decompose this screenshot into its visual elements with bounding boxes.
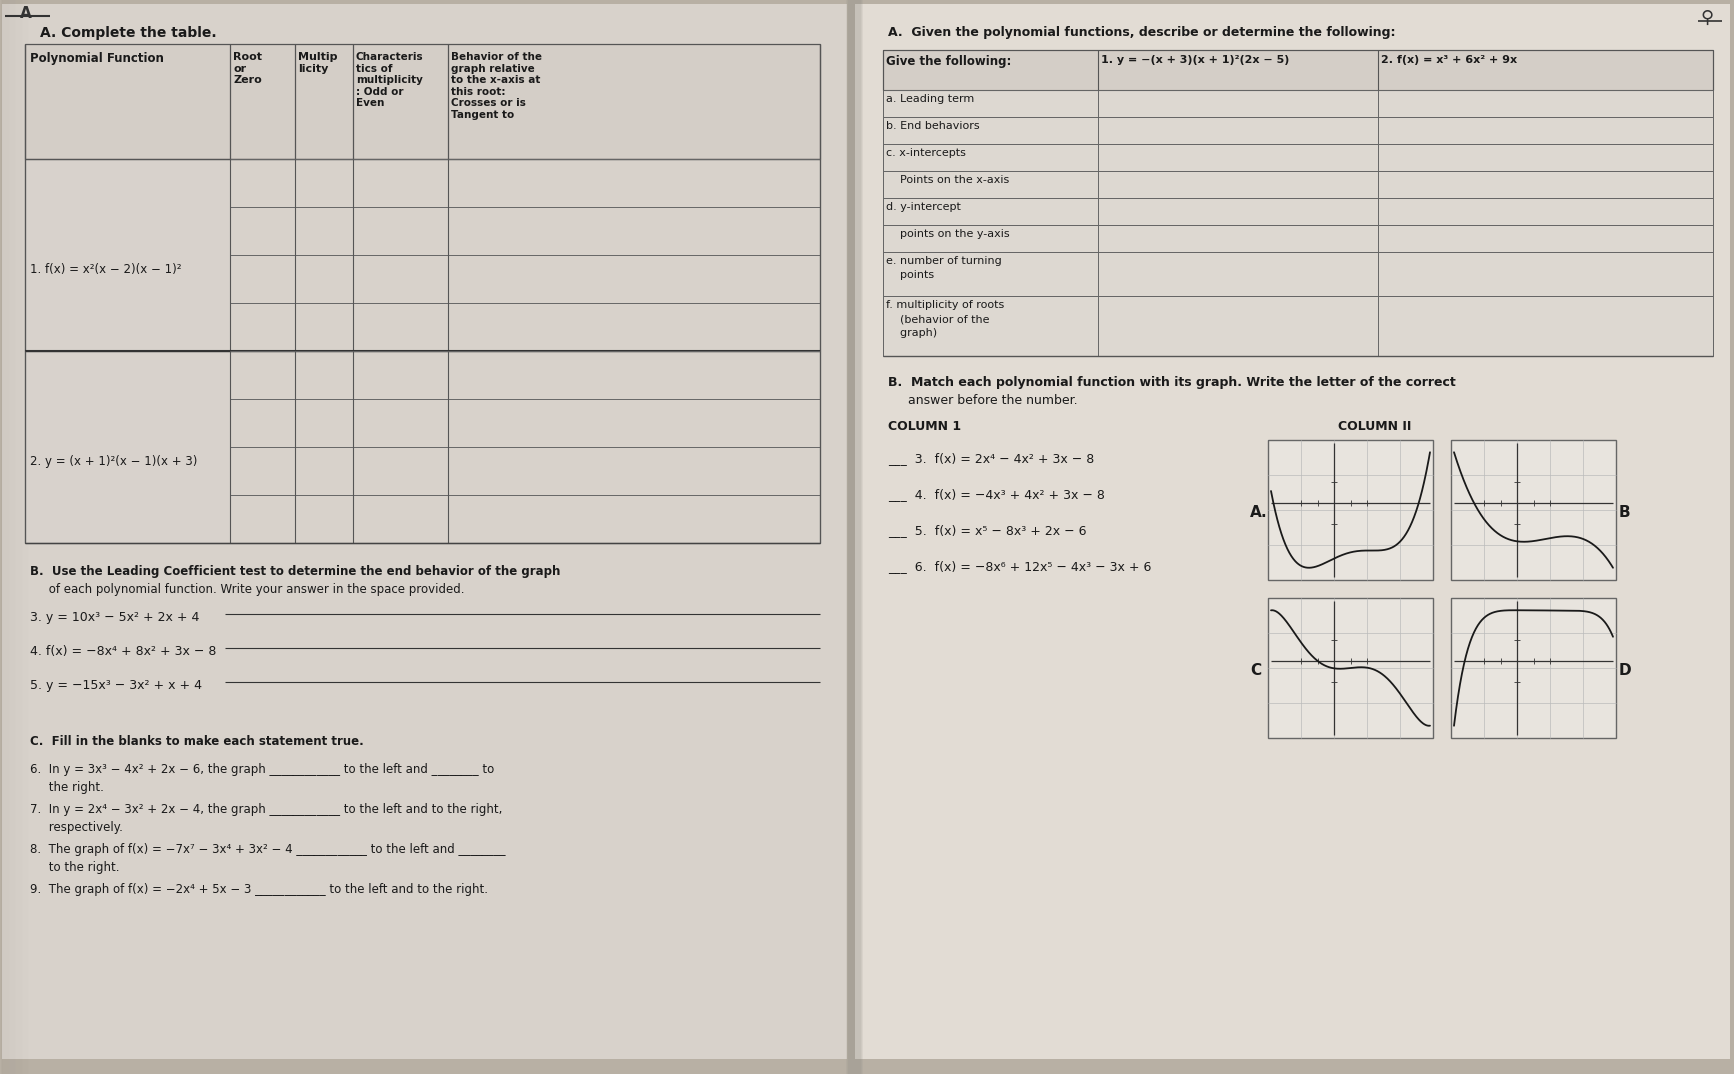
Text: A. Complete the table.: A. Complete the table.: [40, 26, 217, 40]
Text: A: A: [21, 6, 31, 21]
Text: answer before the number.: answer before the number.: [888, 394, 1077, 407]
Bar: [883, 198, 1713, 224]
Text: ___  5.  f(x) = x⁵ − 8x³ + 2x − 6: ___ 5. f(x) = x⁵ − 8x³ + 2x − 6: [888, 524, 1087, 537]
Text: C.  Fill in the blanks to make each statement true.: C. Fill in the blanks to make each state…: [29, 735, 364, 748]
Text: 6.  In y = 3x³ − 4x² + 2x − 6, the graph ____________ to the left and ________ t: 6. In y = 3x³ − 4x² + 2x − 6, the graph …: [29, 763, 494, 777]
Bar: [1451, 598, 1616, 738]
Text: ⚲: ⚲: [1699, 9, 1713, 27]
Bar: [883, 296, 1713, 355]
Text: Root
or
Zero: Root or Zero: [232, 52, 262, 85]
Text: (behavior of the: (behavior of the: [886, 314, 990, 324]
Text: to the right.: to the right.: [29, 861, 120, 874]
Text: COLUMN 1: COLUMN 1: [888, 420, 961, 433]
Text: ___  4.  f(x) = −4x³ + 4x² + 3x − 8: ___ 4. f(x) = −4x³ + 4x² + 3x − 8: [888, 488, 1105, 500]
Text: Give the following:: Give the following:: [886, 55, 1011, 68]
Bar: [24, 351, 231, 543]
Text: 3. y = 10x³ − 5x² + 2x + 4: 3. y = 10x³ − 5x² + 2x + 4: [29, 611, 199, 624]
Text: e. number of turning: e. number of turning: [886, 256, 1002, 266]
Text: a. Leading term: a. Leading term: [886, 95, 975, 104]
FancyBboxPatch shape: [855, 4, 1731, 1059]
Bar: [1268, 440, 1432, 580]
Text: Characteris
tics of
multiplicity
: Odd or
Even: Characteris tics of multiplicity : Odd o…: [355, 52, 423, 108]
Text: B: B: [1620, 505, 1630, 520]
Bar: [883, 171, 1713, 198]
Bar: [24, 159, 820, 351]
Bar: [24, 159, 231, 351]
Bar: [1451, 440, 1616, 580]
Text: ___  3.  f(x) = 2x⁴ − 4x² + 3x − 8: ___ 3. f(x) = 2x⁴ − 4x² + 3x − 8: [888, 452, 1094, 465]
Text: points: points: [886, 270, 935, 280]
Text: D: D: [1620, 663, 1632, 678]
Bar: [883, 252, 1713, 296]
Bar: [883, 50, 1713, 90]
Text: Polynomial Function: Polynomial Function: [29, 52, 165, 66]
Text: C: C: [1250, 663, 1261, 678]
Text: Multip
licity: Multip licity: [298, 52, 338, 74]
Text: ___  6.  f(x) = −8x⁶ + 12x⁵ − 4x³ − 3x + 6: ___ 6. f(x) = −8x⁶ + 12x⁵ − 4x³ − 3x + 6: [888, 560, 1151, 574]
Polygon shape: [1268, 598, 1432, 738]
Bar: [883, 90, 1713, 117]
Text: 1. f(x) = x²(x − 2)(x − 1)²: 1. f(x) = x²(x − 2)(x − 1)²: [29, 263, 182, 276]
Text: Points on the x-axis: Points on the x-axis: [886, 175, 1009, 185]
Text: 5. y = −15x³ − 3x² + x + 4: 5. y = −15x³ − 3x² + x + 4: [29, 679, 201, 692]
Text: A.  Given the polynomial functions, describe or determine the following:: A. Given the polynomial functions, descr…: [888, 26, 1396, 39]
Text: A.: A.: [1250, 505, 1268, 520]
Bar: [883, 117, 1713, 144]
Text: 7.  In y = 2x⁴ − 3x² + 2x − 4, the graph ____________ to the left and to the rig: 7. In y = 2x⁴ − 3x² + 2x − 4, the graph …: [29, 803, 503, 816]
Text: points on the y-axis: points on the y-axis: [886, 229, 1009, 240]
Bar: [883, 171, 1713, 198]
Text: respectively.: respectively.: [29, 821, 123, 834]
Bar: [24, 351, 820, 543]
Polygon shape: [1451, 440, 1616, 580]
Bar: [883, 144, 1713, 171]
Text: f. multiplicity of roots: f. multiplicity of roots: [886, 300, 1004, 310]
Text: of each polynomial function. Write your answer in the space provided.: of each polynomial function. Write your …: [29, 583, 465, 596]
Text: d. y-intercept: d. y-intercept: [886, 202, 961, 212]
Bar: [883, 224, 1713, 252]
Text: b. End behaviors: b. End behaviors: [886, 121, 980, 131]
Text: the right.: the right.: [29, 781, 104, 794]
Polygon shape: [1268, 440, 1432, 580]
Text: Behavior of the
graph relative
to the x-axis at
this root:
Crosses or is
Tangent: Behavior of the graph relative to the x-…: [451, 52, 543, 120]
Text: B.  Use the Leading Coefficient test to determine the end behavior of the graph: B. Use the Leading Coefficient test to d…: [29, 565, 560, 578]
Bar: [24, 44, 820, 159]
Text: 8.  The graph of f(x) = −7x⁷ − 3x⁴ + 3x² − 4 ____________ to the left and ______: 8. The graph of f(x) = −7x⁷ − 3x⁴ + 3x² …: [29, 843, 506, 856]
Bar: [883, 198, 1713, 224]
Text: 2. f(x) = x³ + 6x² + 9x: 2. f(x) = x³ + 6x² + 9x: [1380, 55, 1517, 66]
Text: 1. y = −(x + 3)(x + 1)²(2x − 5): 1. y = −(x + 3)(x + 1)²(2x − 5): [1101, 55, 1290, 66]
Text: graph): graph): [886, 328, 936, 338]
Text: B.  Match each polynomial function with its graph. Write the letter of the corre: B. Match each polynomial function with i…: [888, 376, 1457, 389]
Text: 4. f(x) = −8x⁴ + 8x² + 3x − 8: 4. f(x) = −8x⁴ + 8x² + 3x − 8: [29, 645, 217, 658]
Bar: [883, 117, 1713, 144]
Bar: [1268, 598, 1432, 738]
Bar: [883, 224, 1713, 252]
Text: c. x-intercepts: c. x-intercepts: [886, 148, 966, 158]
Bar: [883, 90, 1713, 117]
Text: COLUMN II: COLUMN II: [1339, 420, 1411, 433]
Text: 2. y = (x + 1)²(x − 1)(x + 3): 2. y = (x + 1)²(x − 1)(x + 3): [29, 455, 198, 468]
Bar: [883, 144, 1713, 171]
Text: 9.  The graph of f(x) = −2x⁴ + 5x − 3 ____________ to the left and to the right.: 9. The graph of f(x) = −2x⁴ + 5x − 3 ___…: [29, 883, 487, 896]
Bar: [883, 252, 1713, 296]
Bar: [883, 296, 1713, 355]
FancyBboxPatch shape: [2, 4, 846, 1059]
Polygon shape: [1451, 598, 1616, 738]
